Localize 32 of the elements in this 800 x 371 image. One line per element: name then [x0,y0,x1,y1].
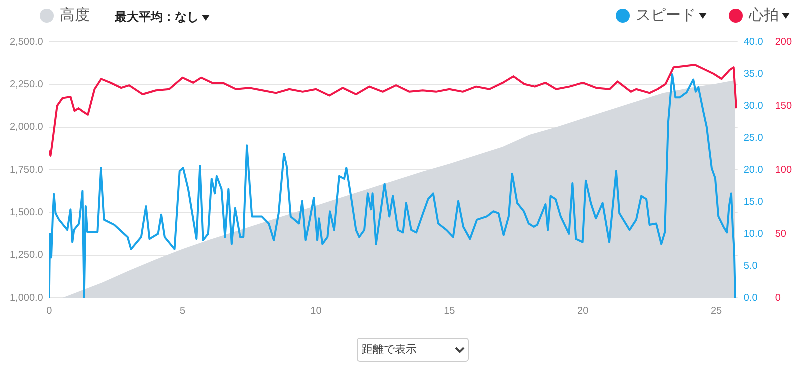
y2-tick-label: 20.0 [744,164,764,176]
x-tick-label: 5 [180,306,186,317]
y3-tick-label: 50 [775,228,787,240]
y-tick-label: 2,500.0 [10,36,44,48]
y2-tick-label: 15.0 [744,196,764,208]
legend-label: スピード [636,6,696,25]
y3-tick-label: 150 [775,100,792,112]
y3-tick-label: 200 [775,36,792,48]
y-tick-label: 1,250.0 [10,250,44,262]
y-tick-label: 2,000.0 [10,122,44,134]
x-tick-label: 25 [710,306,723,317]
y-tick-label: 2,250.0 [10,79,44,90]
y-tick-label: 1,750.0 [10,164,44,176]
legend-label: 高度 [60,6,90,25]
y3-tick-label: 0 [775,292,782,304]
y-tick-label: 1,000.0 [10,292,44,304]
x-tick-label: 15 [444,306,456,317]
y2-tick-label: 25.0 [744,132,764,144]
y2-tick-label: 5.0 [744,260,758,272]
x-tick-label: 0 [46,306,53,317]
y2-tick-label: 0.0 [744,292,758,304]
text: 距離で表示 [357,338,469,362]
text: 最大平均：なし [115,9,199,26]
x-tick-label: 20 [578,306,590,317]
y2-tick-label: 10.0 [744,228,764,240]
y2-tick-label: 30.0 [744,100,764,112]
y-tick-label: 1,500.0 [10,207,44,218]
y2-tick-label: 35.0 [744,68,764,80]
y3-tick-label: 100 [775,164,792,176]
x-tick-label: 10 [310,306,322,317]
legend-label: 心拍 [749,6,779,25]
y2-tick-label: 40.0 [744,36,764,48]
